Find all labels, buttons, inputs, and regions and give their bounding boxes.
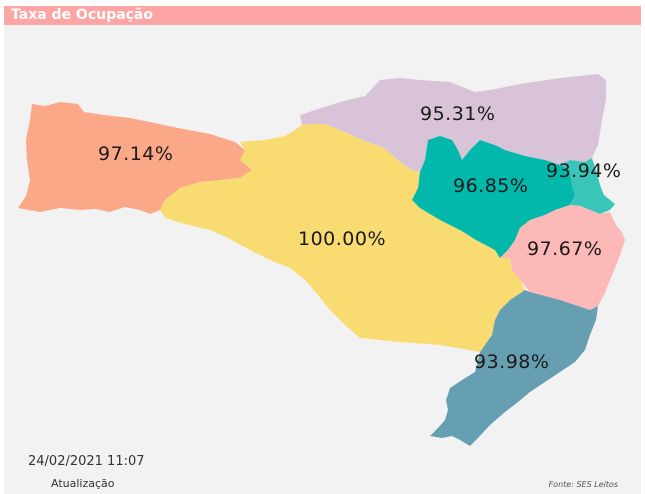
source-note: Fonte: SES Leitos <box>548 480 618 489</box>
update-timestamp: 24/02/2021 11:07 <box>28 454 145 469</box>
region-foz-itajai[interactable] <box>560 158 615 214</box>
region-grande-florianopolis[interactable] <box>500 205 625 310</box>
update-label: Atualização <box>51 477 115 490</box>
label-grande-florianopolis: 97.67% <box>527 238 602 260</box>
region-norte[interactable] <box>300 74 606 172</box>
region-sul[interactable] <box>430 290 598 446</box>
label-sul: 93.98% <box>474 351 549 373</box>
region-vale-itajai[interactable] <box>412 136 575 258</box>
label-norte: 95.31% <box>420 103 495 125</box>
label-vale-itajai: 96.85% <box>453 175 528 197</box>
title-bar: Taxa de Ocupação <box>4 6 641 25</box>
region-oeste[interactable] <box>18 102 252 214</box>
label-meio-oeste-serra: 100.00% <box>298 228 386 250</box>
region-meio-oeste-serra[interactable] <box>160 124 525 352</box>
label-foz-itajai: 93.94% <box>546 160 621 182</box>
page-title: Taxa de Ocupação <box>11 7 153 23</box>
label-oeste: 97.14% <box>98 143 173 165</box>
